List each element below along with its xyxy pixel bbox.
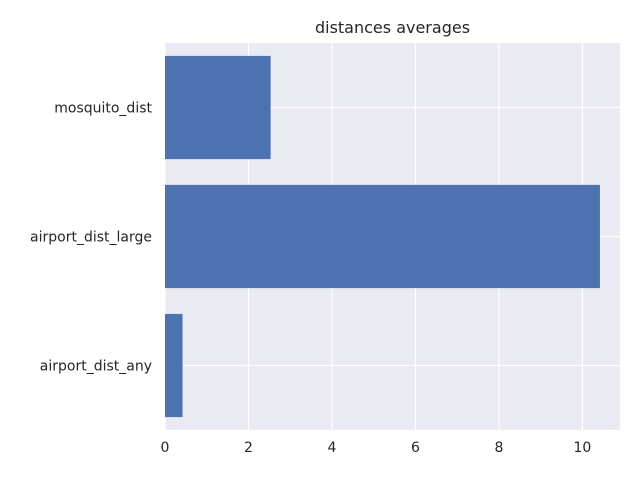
bar-airport-dist-large — [165, 184, 600, 289]
x-tick-label: 10 — [574, 440, 592, 456]
y-tick-label: mosquito_dist — [54, 101, 152, 117]
bar-airport-dist-any — [165, 313, 183, 418]
y-tick-label: airport_dist_large — [30, 230, 152, 246]
x-tick-label: 4 — [328, 440, 337, 456]
x-tick-label: 2 — [244, 440, 253, 456]
x-tick-label: 6 — [411, 440, 420, 456]
x-axis-ticks: 0 2 4 6 8 10 — [161, 440, 592, 456]
y-axis-ticks: airport_dist_any airport_dist_large mosqui… — [30, 101, 152, 375]
x-tick-label: 8 — [494, 440, 503, 456]
x-tick-label: 0 — [161, 440, 170, 456]
bar-mosquito-dist — [165, 55, 271, 160]
bars — [165, 55, 600, 418]
chart-title: distances averages — [315, 18, 470, 37]
y-tick-label: airport_dist_any — [40, 359, 152, 375]
